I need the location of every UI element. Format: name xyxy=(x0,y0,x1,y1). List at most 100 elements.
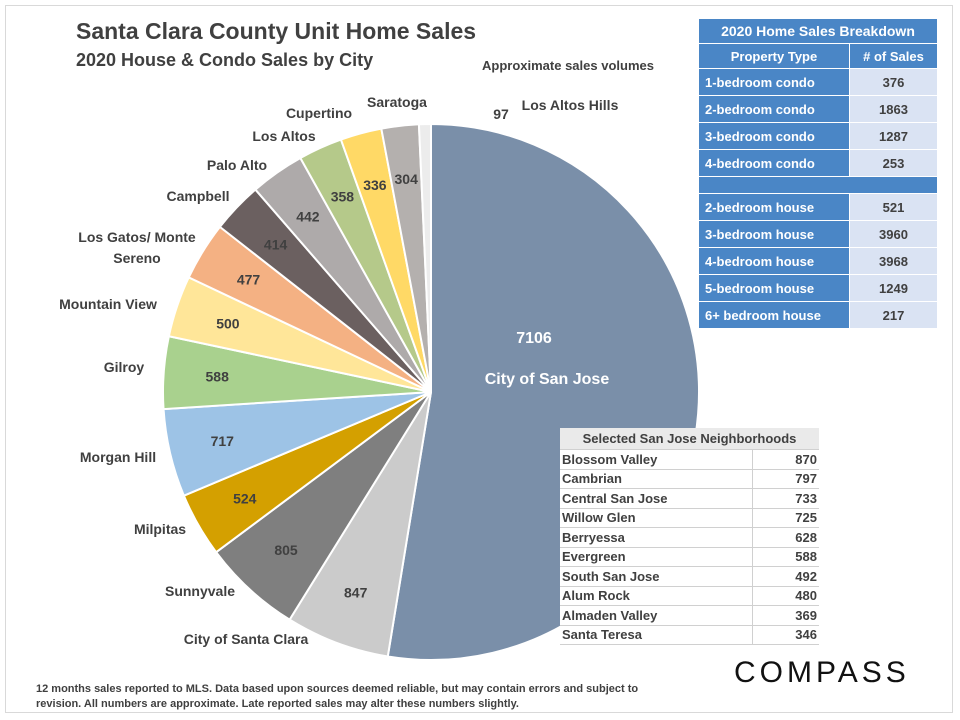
table-row: Evergreen 588 xyxy=(560,547,819,567)
slice-value-palo-alto: 442 xyxy=(296,209,320,225)
neighborhood-sales: 725 xyxy=(752,508,819,528)
slice-value-los-altos: 358 xyxy=(331,189,355,205)
breakdown-title: 2020 Home Sales Breakdown xyxy=(698,18,938,44)
neighborhood-name: Willow Glen xyxy=(560,508,753,528)
neighborhood-name: Central San Jose xyxy=(560,488,753,509)
table-row: Alum Rock 480 xyxy=(560,586,819,606)
sales-count-cell: 217 xyxy=(849,301,938,329)
slice-value-campbell: 414 xyxy=(264,236,288,252)
col-header-property-type: Property Type xyxy=(698,43,850,69)
neighborhood-name: Santa Teresa xyxy=(560,625,753,645)
property-type-cell: 6+ bedroom house xyxy=(698,301,850,329)
table-row: 2-bedroom house 521 xyxy=(698,193,938,221)
property-type-cell: 3-bedroom house xyxy=(698,220,850,248)
neighborhood-sales: 588 xyxy=(752,547,819,567)
breakdown-header-row: Property Type # of Sales xyxy=(698,43,938,69)
slice-value-los-altos-hills: 97 xyxy=(493,106,509,122)
city-label-gilroy: Gilroy xyxy=(104,359,145,375)
property-type-cell: 3-bedroom condo xyxy=(698,122,850,150)
city-label-los-gatos-monte-sereno: Los Gatos/ Monte Sereno xyxy=(78,229,196,266)
neighborhood-name: Almaden Valley xyxy=(560,605,753,626)
neighborhood-sales: 492 xyxy=(752,566,819,587)
table-row: 3-bedroom condo 1287 xyxy=(698,122,938,150)
property-type-cell: 4-bedroom house xyxy=(698,247,850,275)
city-label-mountain-view: Mountain View xyxy=(59,296,157,312)
table-row: Santa Teresa 346 xyxy=(560,625,819,645)
neighborhood-sales: 480 xyxy=(752,586,819,606)
neighborhood-name: South San Jose xyxy=(560,566,753,587)
sales-count-cell: 1287 xyxy=(849,122,938,150)
property-type-cell: 1-bedroom condo xyxy=(698,68,850,96)
sales-count-cell: 521 xyxy=(849,193,938,221)
table-row: 6+ bedroom house 217 xyxy=(698,301,938,329)
city-label-city-of-santa-clara: City of Santa Clara xyxy=(184,631,309,647)
slice-value-morgan-hill: 717 xyxy=(211,433,235,449)
pie-slice-los-altos-hills xyxy=(417,122,432,393)
table-row: Central San Jose 733 xyxy=(560,488,819,509)
city-label-cupertino: Cupertino xyxy=(286,105,352,121)
sales-count-cell: 3968 xyxy=(849,247,938,275)
table-row: Willow Glen 725 xyxy=(560,508,819,528)
sales-count-cell: 1249 xyxy=(849,274,938,302)
slice-value-cupertino: 336 xyxy=(363,177,387,193)
neighborhood-name: Evergreen xyxy=(560,547,753,567)
city-label-milpitas: Milpitas xyxy=(134,521,186,537)
slice-value-city-of-san-jose: 7106 xyxy=(516,330,552,347)
neighborhood-name: Alum Rock xyxy=(560,586,753,606)
neighborhood-name: Berryessa xyxy=(560,527,753,548)
slice-value-gilroy: 588 xyxy=(206,368,230,384)
neighborhood-name: Cambrian xyxy=(560,469,753,489)
sales-count-cell: 1863 xyxy=(849,95,938,123)
slice-value-saratoga: 304 xyxy=(395,171,419,187)
sales-count-cell: 253 xyxy=(849,149,938,177)
table-row: 1-bedroom condo 376 xyxy=(698,68,938,96)
city-label-los-altos: Los Altos xyxy=(252,128,315,144)
table-row: 5-bedroom house 1249 xyxy=(698,274,938,302)
table-row: Berryessa 628 xyxy=(560,527,819,548)
neighborhoods-title: Selected San Jose Neighborhoods xyxy=(560,428,819,450)
neighborhood-sales: 870 xyxy=(752,449,819,470)
city-label-saratoga: Saratoga xyxy=(367,94,427,110)
chart-title: Santa Clara County Unit Home Sales xyxy=(76,18,477,44)
property-type-cell: 2-bedroom house xyxy=(698,193,850,221)
property-type-cell: 4-bedroom condo xyxy=(698,149,850,177)
compass-logo: COMPASS xyxy=(734,656,910,689)
breakdown-separator xyxy=(698,176,938,194)
footnote: 12 months sales reported to MLS. Data ba… xyxy=(36,683,639,710)
approx-note: Approximate sales volumes xyxy=(482,58,654,73)
neighborhood-sales: 628 xyxy=(752,527,819,548)
property-type-cell: 2-bedroom condo xyxy=(698,95,850,123)
table-row: 2-bedroom condo 1863 xyxy=(698,95,938,123)
slice-value-los-gatos-monte-sereno: 477 xyxy=(237,271,261,287)
san-jose-neighborhoods-table: Selected San Jose Neighborhoods Blossom V… xyxy=(560,428,819,645)
city-label-sunnyvale: Sunnyvale xyxy=(165,583,235,599)
table-row: Cambrian 797 xyxy=(560,469,819,489)
city-label-city-of-san-jose: City of San Jose xyxy=(485,371,610,388)
city-label-morgan-hill: Morgan Hill xyxy=(80,449,156,465)
table-row: Almaden Valley 369 xyxy=(560,605,819,626)
table-row: 4-bedroom house 3968 xyxy=(698,247,938,275)
separator-row xyxy=(698,176,938,194)
chart-subtitle: 2020 House & Condo Sales by City xyxy=(76,50,374,70)
neighborhoods-title-row: Selected San Jose Neighborhoods xyxy=(560,428,819,450)
city-label-los-altos-hills: Los Altos Hills xyxy=(522,97,619,113)
slice-value-city-of-santa-clara: 847 xyxy=(344,585,368,601)
sales-count-cell: 3960 xyxy=(849,220,938,248)
slice-value-milpitas: 524 xyxy=(233,490,257,506)
neighborhood-sales: 369 xyxy=(752,605,819,626)
city-label-palo-alto: Palo Alto xyxy=(207,157,267,173)
slice-value-sunnyvale: 805 xyxy=(274,542,298,558)
table-row: South San Jose 492 xyxy=(560,566,819,587)
col-header-sales: # of Sales xyxy=(849,43,938,69)
breakdown-title-row: 2020 Home Sales Breakdown xyxy=(698,18,938,44)
neighborhood-sales: 346 xyxy=(752,625,819,645)
table-row: 4-bedroom condo 253 xyxy=(698,149,938,177)
home-sales-breakdown-table: 2020 Home Sales Breakdown Property Type # … xyxy=(698,18,938,329)
neighborhood-sales: 797 xyxy=(752,469,819,489)
sales-count-cell: 376 xyxy=(849,68,938,96)
table-row: Blossom Valley 870 xyxy=(560,449,819,470)
city-label-campbell: Campbell xyxy=(166,188,229,204)
slide-frame xyxy=(5,5,953,713)
property-type-cell: 5-bedroom house xyxy=(698,274,850,302)
